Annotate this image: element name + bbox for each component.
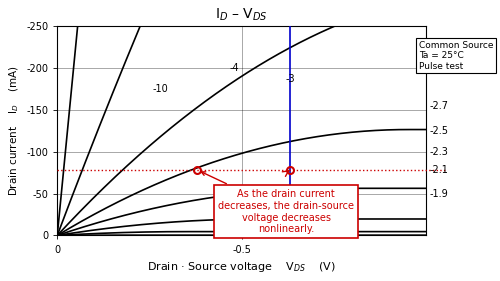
- Text: -3: -3: [286, 74, 296, 84]
- Text: As the drain current
decreases, the drain-source
voltage decreases
nonlinearly.: As the drain current decreases, the drai…: [202, 172, 354, 234]
- Text: -2.7: -2.7: [430, 101, 449, 110]
- Text: -10: -10: [152, 84, 168, 94]
- Title: I$_D$ – V$_{DS}$: I$_D$ – V$_{DS}$: [216, 7, 268, 23]
- X-axis label: Drain · Source voltage    V$_{DS}$    (V): Drain · Source voltage V$_{DS}$ (V): [148, 260, 336, 274]
- Text: Common Source
Ta = 25°C
Pulse test: Common Source Ta = 25°C Pulse test: [419, 41, 494, 71]
- Text: -2.3: -2.3: [430, 147, 449, 157]
- Text: -4: -4: [230, 63, 239, 73]
- Text: -2.1: -2.1: [430, 165, 449, 175]
- Text: -2.5: -2.5: [430, 126, 449, 136]
- Text: -1.9: -1.9: [430, 189, 448, 199]
- Y-axis label: Drain current    I$_D$    (mA): Drain current I$_D$ (mA): [7, 65, 20, 196]
